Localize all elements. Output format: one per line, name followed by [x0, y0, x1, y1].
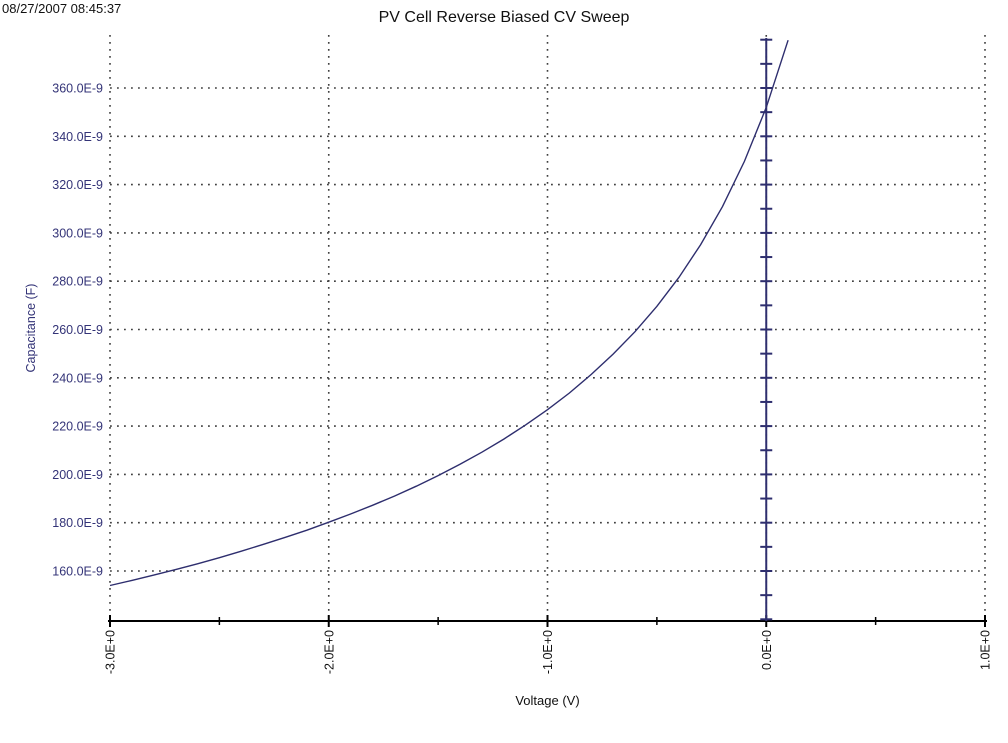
x-tick-label: 1.0E+0 [979, 630, 993, 670]
y-tick-label: 220.0E-9 [52, 420, 103, 434]
y-tick-label: 160.0E-9 [52, 565, 103, 579]
x-tick-label: -2.0E+0 [322, 630, 336, 674]
y-tick-label: 260.0E-9 [52, 323, 103, 337]
y-tick-label: 300.0E-9 [52, 226, 103, 240]
y-tick-label: 340.0E-9 [52, 130, 103, 144]
y-tick-label: 360.0E-9 [52, 82, 103, 96]
y-tick-label: 280.0E-9 [52, 275, 103, 289]
x-tick-label: 0.0E+0 [760, 630, 774, 670]
timestamp: 08/27/2007 08:45:37 [2, 1, 122, 16]
y-tick-label: 240.0E-9 [52, 371, 103, 385]
x-tick-label: -3.0E+0 [104, 630, 118, 674]
y-tick-label: 320.0E-9 [52, 178, 103, 192]
y-tick-label: 200.0E-9 [52, 468, 103, 482]
chart-title: PV Cell Reverse Biased CV Sweep [378, 9, 630, 26]
x-tick-label: -1.0E+0 [541, 630, 555, 674]
cv-curve [109, 39, 789, 587]
y-tick-label: 180.0E-9 [52, 516, 103, 530]
x-axis-title: Voltage (V) [515, 693, 580, 708]
